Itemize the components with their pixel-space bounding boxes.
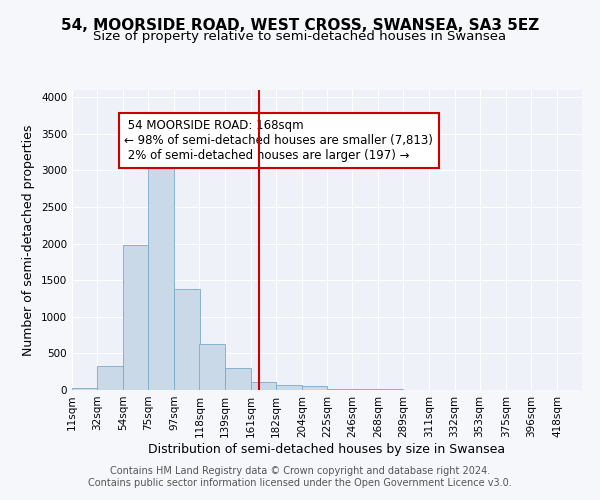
- Text: 54 MOORSIDE ROAD: 168sqm
← 98% of semi-detached houses are smaller (7,813)
 2% o: 54 MOORSIDE ROAD: 168sqm ← 98% of semi-d…: [124, 120, 433, 162]
- Bar: [175, 289, 199, 390]
- Bar: [327, 388, 352, 390]
- Text: Size of property relative to semi-detached houses in Swansea: Size of property relative to semi-detach…: [94, 30, 506, 43]
- Bar: [72, 388, 97, 390]
- Bar: [352, 389, 378, 390]
- Bar: [302, 386, 327, 390]
- X-axis label: Distribution of semi-detached houses by size in Swansea: Distribution of semi-detached houses by …: [148, 442, 506, 456]
- Bar: [276, 384, 302, 390]
- Bar: [224, 368, 251, 390]
- Bar: [199, 344, 224, 390]
- Text: Contains HM Land Registry data © Crown copyright and database right 2024.
Contai: Contains HM Land Registry data © Crown c…: [88, 466, 512, 487]
- Bar: [97, 366, 123, 390]
- Bar: [148, 160, 175, 390]
- Bar: [251, 382, 276, 390]
- Bar: [123, 245, 148, 390]
- Y-axis label: Number of semi-detached properties: Number of semi-detached properties: [22, 124, 35, 356]
- Text: 54, MOORSIDE ROAD, WEST CROSS, SWANSEA, SA3 5EZ: 54, MOORSIDE ROAD, WEST CROSS, SWANSEA, …: [61, 18, 539, 32]
